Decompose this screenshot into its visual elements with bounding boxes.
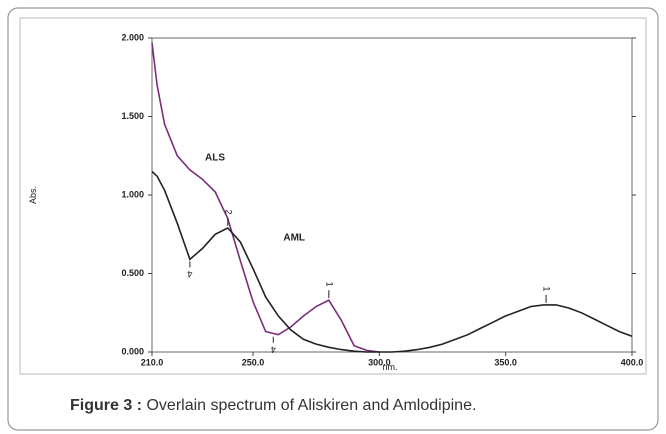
- x-axis-label: nm.: [382, 362, 397, 372]
- y-tick-label: 1.500: [121, 111, 144, 121]
- caption: Figure 3 : Overlain spectrum of Aliskire…: [70, 397, 476, 414]
- x-tick-label: 210.0: [141, 357, 164, 367]
- chart-panel: [19, 17, 647, 375]
- caption-text: Overlain spectrum of Aliskiren and Amlod…: [146, 397, 476, 414]
- series-label: ALS: [205, 152, 225, 163]
- x-tick-label: 250.0: [242, 357, 265, 367]
- y-axis-label: Abs.: [28, 186, 38, 204]
- y-tick-label: 2.000: [121, 32, 144, 42]
- x-tick-label: 400.0: [621, 357, 644, 367]
- peak-label: 1: [542, 286, 552, 291]
- peak-label: 4: [271, 344, 276, 354]
- y-tick-label: 1.000: [121, 189, 144, 199]
- x-tick-label: 350.0: [494, 357, 517, 367]
- peak-label: 1: [324, 282, 334, 287]
- y-tick-label: 0.000: [121, 346, 144, 356]
- peak-label: 4: [187, 269, 192, 279]
- peak-label: 2: [223, 209, 233, 214]
- caption-label: Figure 3 :: [70, 397, 142, 414]
- series-line: [151, 170, 633, 353]
- x-tick-label: 300.0: [368, 357, 391, 367]
- series-line: [151, 42, 380, 353]
- y-tick-label: 0.500: [121, 268, 144, 278]
- series-label: AML: [283, 233, 305, 244]
